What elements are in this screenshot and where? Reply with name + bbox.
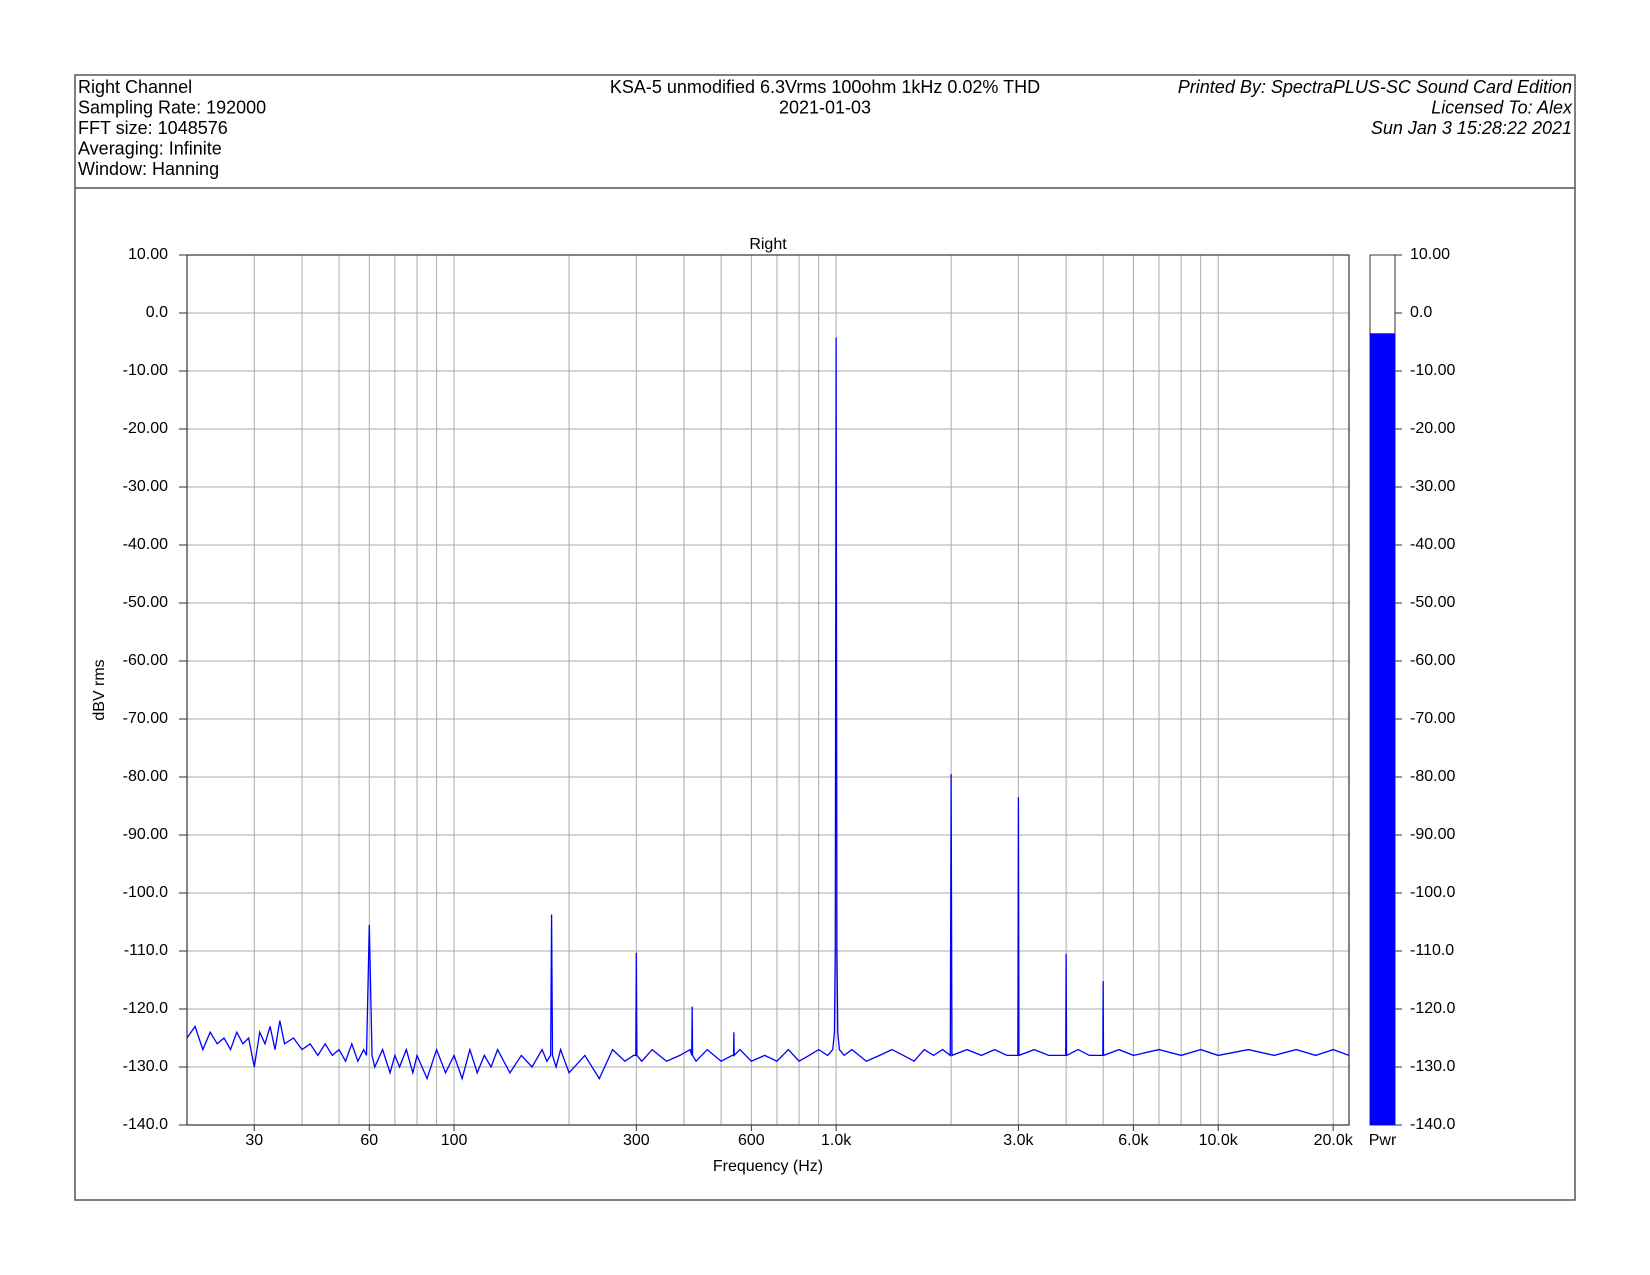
header-title: KSA-5 unmodified 6.3Vrms 100ohm 1kHz 0.0… — [610, 77, 1040, 97]
y-axis-label: dBV rms — [91, 659, 108, 720]
header-info: Averaging: Infinite — [78, 138, 222, 158]
header-title: 2021-01-03 — [779, 97, 871, 117]
y-tick-label: -40.00 — [123, 536, 168, 553]
meter-label: Pwr — [1369, 1132, 1397, 1149]
header-info: FFT size: 1048576 — [78, 118, 228, 138]
y-tick-label: 10.00 — [128, 246, 168, 263]
meter-tick-label: -140.0 — [1410, 1116, 1455, 1133]
meter-tick-label: -120.0 — [1410, 1000, 1455, 1017]
meter-tick-label: -40.00 — [1410, 536, 1455, 553]
x-axis-label: Frequency (Hz) — [713, 1158, 823, 1175]
x-tick-label: 30 — [245, 1132, 263, 1149]
meter-tick-label: -10.00 — [1410, 362, 1455, 379]
x-tick-label: 60 — [360, 1132, 378, 1149]
y-tick-label: 0.0 — [146, 304, 168, 321]
meter-bar — [1370, 333, 1395, 1125]
y-tick-label: -110.0 — [124, 942, 168, 959]
y-tick-label: -90.00 — [123, 826, 168, 843]
meter-tick-label: -60.00 — [1410, 652, 1455, 669]
x-tick-label: 300 — [623, 1132, 650, 1149]
y-tick-label: -100.0 — [123, 884, 168, 901]
y-tick-label: -80.00 — [123, 768, 168, 785]
meter-tick-label: -30.00 — [1410, 478, 1455, 495]
x-tick-label: 10.0k — [1199, 1132, 1239, 1149]
x-tick-label: 100 — [441, 1132, 468, 1149]
y-tick-label: -70.00 — [123, 710, 168, 727]
x-tick-label: 6.0k — [1118, 1132, 1149, 1149]
meter-tick-label: 10.00 — [1410, 246, 1450, 263]
header-info: Right Channel — [78, 77, 192, 97]
x-tick-label: 600 — [738, 1132, 765, 1149]
header-print-info: Printed By: SpectraPLUS-SC Sound Card Ed… — [1178, 77, 1572, 97]
header-info: Window: Hanning — [78, 159, 219, 179]
meter-tick-label: -80.00 — [1410, 768, 1455, 785]
y-tick-label: -140.0 — [123, 1116, 168, 1133]
x-tick-label: 3.0k — [1003, 1132, 1034, 1149]
y-tick-label: -60.00 — [123, 652, 168, 669]
meter-tick-label: -50.00 — [1410, 594, 1455, 611]
meter-tick-label: -130.0 — [1410, 1058, 1455, 1075]
y-tick-label: -130.0 — [123, 1058, 168, 1075]
plot-border — [186, 254, 1350, 1126]
spectrum-line — [186, 337, 1350, 1081]
y-tick-label: -10.00 — [123, 362, 168, 379]
y-tick-label: -50.00 — [123, 594, 168, 611]
meter-tick-label: -110.0 — [1410, 942, 1454, 959]
meter-tick-label: -20.00 — [1410, 420, 1455, 437]
meter-tick-label: 0.0 — [1410, 304, 1432, 321]
header-info: Sampling Rate: 192000 — [78, 97, 266, 117]
meter-tick-label: -100.0 — [1410, 884, 1455, 901]
meter-tick-label: -90.00 — [1410, 826, 1455, 843]
frame — [74, 74, 1576, 1201]
y-tick-label: -30.00 — [123, 478, 168, 495]
header-print-info: Sun Jan 3 15:28:22 2021 — [1371, 118, 1572, 138]
y-tick-label: -20.00 — [123, 420, 168, 437]
x-tick-label: 20.0k — [1314, 1132, 1354, 1149]
y-tick-label: -120.0 — [123, 1000, 168, 1017]
chart-title: Right — [749, 236, 787, 253]
meter-tick-label: -70.00 — [1410, 710, 1455, 727]
x-tick-label: 1.0k — [821, 1132, 852, 1149]
header-print-info: Licensed To: Alex — [1431, 97, 1573, 117]
